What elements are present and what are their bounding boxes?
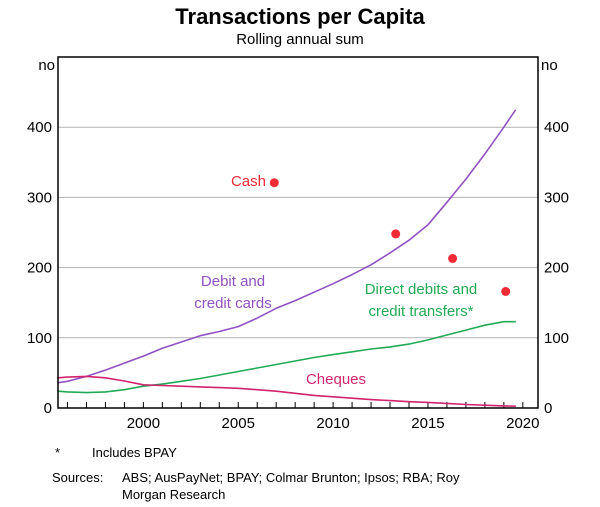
x-axis-label: 2000	[127, 415, 160, 432]
x-axis-label: 2015	[411, 415, 444, 432]
x-axis-label: 2020	[506, 415, 539, 432]
chart-subtitle: Rolling annual sum	[236, 31, 364, 48]
y-axis-unit-left: no	[38, 57, 55, 74]
cash-data-point	[269, 178, 279, 188]
y-axis-label-left: 100	[27, 330, 52, 347]
series-label-line: Direct debits and	[364, 281, 478, 298]
y-axis-label-left: 300	[27, 189, 52, 206]
series-label-debit-credit-cards: Debit and credit cards	[153, 271, 313, 315]
cash-data-point	[448, 254, 458, 263]
y-axis-label-right: 0	[544, 400, 552, 417]
series-line-cards	[57, 109, 517, 384]
series-label-line: Debit and	[200, 273, 266, 290]
series-label-cash: Cash	[230, 173, 266, 190]
y-axis-label-left: 0	[44, 400, 52, 417]
footnote-marker: *	[55, 445, 61, 460]
sources-line-2: Morgan Research	[122, 487, 226, 502]
sources: Sources: ABS; AusPayNet; BPAY; Colmar Br…	[52, 469, 460, 503]
sources-text: ABS; AusPayNet; BPAY; Colmar Brunton; Ip…	[122, 469, 460, 503]
series-label-line: credit transfers*	[368, 303, 474, 320]
x-axis-label: 2010	[316, 415, 349, 432]
series-line-cheques	[57, 375, 517, 408]
plot-frame	[57, 56, 539, 409]
sources-line-1: ABS; AusPayNet; BPAY; Colmar Brunton; Ip…	[122, 470, 460, 485]
series-label-direct-debits-transfers: Direct debits and credit transfers*	[336, 279, 506, 323]
series-label-line: credit cards	[194, 295, 272, 312]
footnote: * Includes BPAY	[55, 446, 177, 460]
series-label-cheques: Cheques	[305, 371, 367, 388]
cash-data-point	[501, 287, 511, 296]
y-axis-label-left: 200	[27, 260, 52, 277]
x-axis-label: 2005	[222, 415, 255, 432]
y-axis-label-right: 300	[544, 189, 569, 206]
y-axis-label-left: 400	[27, 119, 52, 136]
y-axis-label-right: 100	[544, 330, 569, 347]
sources-label: Sources:	[52, 470, 104, 485]
chart-title: Transactions per Capita	[175, 4, 425, 29]
series-line-transfers	[57, 320, 517, 394]
y-axis-unit-right: no	[541, 57, 558, 74]
footnote-text: Includes BPAY	[92, 445, 177, 460]
cash-data-point	[391, 229, 401, 239]
y-axis-label-right: 400	[544, 119, 569, 136]
y-axis-label-right: 200	[544, 260, 569, 277]
